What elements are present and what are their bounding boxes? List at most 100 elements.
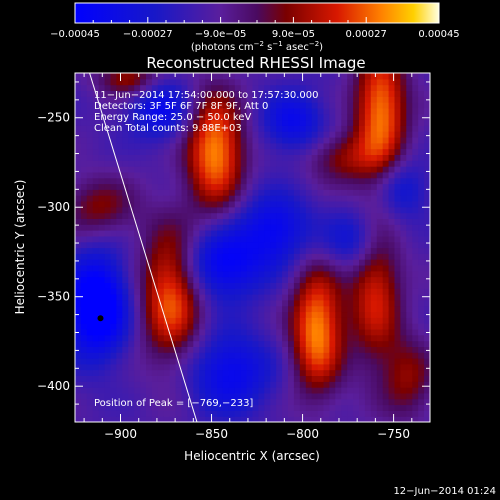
heatmap-cell bbox=[140, 218, 147, 225]
heatmap-cell bbox=[169, 212, 177, 219]
heatmap-cell bbox=[234, 404, 242, 411]
heatmap-cell bbox=[128, 381, 135, 388]
heatmap-cell bbox=[282, 352, 289, 359]
heatmap-cell bbox=[98, 189, 106, 196]
heatmap-cell bbox=[175, 195, 183, 202]
heatmap-cell bbox=[394, 259, 401, 266]
heatmap-cell bbox=[311, 142, 319, 150]
heatmap-cell bbox=[228, 404, 236, 411]
heatmap-cell bbox=[157, 328, 165, 336]
heatmap-cell bbox=[359, 358, 366, 365]
heatmap-cell bbox=[376, 294, 384, 301]
heatmap-cell bbox=[240, 247, 248, 254]
heatmap-cell bbox=[370, 189, 378, 196]
heatmap-cell bbox=[276, 113, 283, 121]
heatmap-cell bbox=[234, 247, 242, 254]
heatmap-cell bbox=[110, 404, 117, 411]
colorbar-tick-label: −0.00045 bbox=[50, 29, 100, 40]
heatmap-cell bbox=[276, 328, 283, 336]
y-tick-label: −400 bbox=[37, 379, 70, 393]
heatmap-cell bbox=[134, 218, 141, 225]
heatmap-cell bbox=[222, 224, 230, 231]
heatmap-cell bbox=[104, 288, 112, 295]
heatmap-cell bbox=[199, 201, 206, 208]
heatmap-cell bbox=[264, 137, 271, 144]
heatmap-cell bbox=[376, 387, 384, 394]
heatmap-cell bbox=[140, 212, 147, 219]
heatmap-cell bbox=[252, 305, 259, 313]
heatmap-cell bbox=[116, 183, 123, 190]
heatmap-cell bbox=[222, 131, 230, 138]
heatmap-cell bbox=[359, 183, 366, 190]
heatmap-cell bbox=[140, 259, 147, 266]
heatmap-cell bbox=[116, 154, 123, 161]
heatmap-cell bbox=[217, 201, 224, 208]
heatmap-cell bbox=[222, 299, 230, 307]
heatmap-cell bbox=[211, 340, 218, 347]
heatmap-cell bbox=[175, 276, 183, 283]
heatmap-cell bbox=[406, 212, 413, 219]
heatmap-cell bbox=[205, 352, 212, 359]
heatmap-cell bbox=[317, 183, 325, 190]
heatmap-cell bbox=[299, 381, 307, 388]
heatmap-cell bbox=[317, 137, 325, 144]
heatmap-cell bbox=[146, 305, 153, 313]
heatmap-cell bbox=[252, 206, 259, 214]
heatmap-cell bbox=[288, 241, 295, 249]
heatmap-cell bbox=[370, 381, 378, 388]
heatmap-cell bbox=[98, 96, 106, 103]
heatmap-cell bbox=[80, 102, 88, 109]
heatmap-cell bbox=[412, 392, 419, 400]
heatmap-cell bbox=[252, 265, 259, 272]
heatmap-cell bbox=[276, 119, 283, 126]
heatmap-cell bbox=[323, 119, 330, 126]
heatmap-cell bbox=[169, 317, 177, 324]
heatmap-cell bbox=[293, 363, 301, 371]
heatmap-cell bbox=[424, 346, 430, 353]
heatmap-cell bbox=[175, 201, 183, 208]
heatmap-cell bbox=[128, 317, 135, 324]
heatmap-cell bbox=[104, 392, 112, 400]
heatmap-cell bbox=[228, 189, 236, 196]
heatmap-cell bbox=[169, 247, 177, 254]
heatmap-cell bbox=[335, 142, 342, 150]
heatmap-cell bbox=[92, 241, 100, 249]
heatmap-cell bbox=[163, 381, 171, 388]
heatmap-cell bbox=[175, 235, 183, 243]
heatmap-cell bbox=[80, 84, 88, 91]
heatmap-cell bbox=[347, 375, 354, 382]
heatmap-cell bbox=[104, 84, 112, 91]
heatmap-cell bbox=[252, 358, 259, 365]
heatmap-cell bbox=[288, 160, 295, 167]
heatmap-cell bbox=[305, 265, 313, 272]
heatmap-cell bbox=[341, 96, 348, 103]
heatmap-cell bbox=[116, 317, 123, 324]
heatmap-cell bbox=[116, 288, 123, 295]
heatmap-cell bbox=[341, 137, 348, 144]
heatmap-cell bbox=[128, 340, 135, 347]
heatmap-cell bbox=[424, 381, 430, 388]
heatmap-cell bbox=[205, 311, 212, 318]
heatmap-cell bbox=[270, 328, 277, 336]
heatmap-cell bbox=[376, 358, 384, 365]
heatmap-cell bbox=[175, 189, 183, 196]
heatmap-cell bbox=[382, 288, 390, 295]
heatmap-cell bbox=[341, 201, 348, 208]
heatmap-cell bbox=[394, 398, 401, 406]
heatmap-cell bbox=[211, 311, 218, 318]
heatmap-cell bbox=[370, 137, 378, 144]
heatmap-cell bbox=[252, 328, 259, 336]
heatmap-cell bbox=[418, 148, 425, 155]
heatmap-cell bbox=[305, 346, 313, 353]
heatmap-cell bbox=[317, 212, 325, 219]
heatmap-cell bbox=[323, 253, 330, 260]
heatmap-cell bbox=[104, 177, 112, 185]
heatmap-cell bbox=[305, 189, 313, 196]
heatmap-cell bbox=[335, 154, 342, 161]
heatmap-cell bbox=[323, 416, 330, 422]
heatmap-cell bbox=[98, 107, 106, 115]
heatmap-cell bbox=[359, 241, 366, 249]
heatmap-cell bbox=[116, 142, 123, 150]
heatmap-cell bbox=[370, 259, 378, 266]
heatmap-cell bbox=[222, 317, 230, 324]
